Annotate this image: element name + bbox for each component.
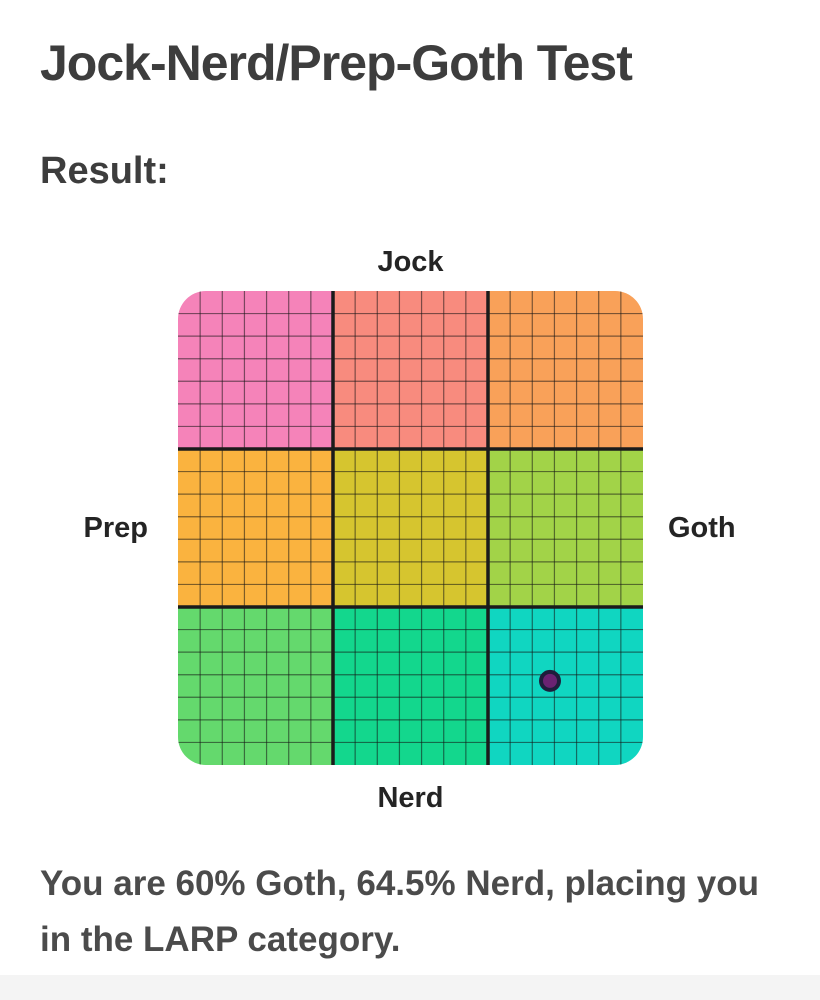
- quadrant-cell: [178, 607, 334, 765]
- axis-label-nerd: Nerd: [377, 782, 444, 814]
- quadrant-cell: [488, 449, 643, 608]
- quadrant-cell: [333, 607, 489, 765]
- quadrant-cell: [333, 449, 489, 608]
- quadrant-cell: [488, 291, 643, 450]
- result-heading: Result:: [40, 150, 169, 192]
- page-title: Jock-Nerd/Prep-Goth Test: [40, 35, 633, 91]
- quadrant-chart-svg: [178, 291, 643, 765]
- result-point: [539, 669, 561, 692]
- quadrant-cell: [333, 291, 489, 450]
- footer-strip: [0, 975, 820, 1000]
- quadrant-chart: [178, 291, 643, 765]
- quadrant-cell: [178, 449, 334, 608]
- axis-label-goth: Goth: [668, 512, 736, 544]
- axis-label-prep: Prep: [83, 512, 148, 544]
- quadrant-cell: [488, 607, 643, 765]
- axis-label-jock: Jock: [377, 246, 444, 278]
- result-text: You are 60% Goth, 64.5% Nerd, placing yo…: [40, 864, 759, 959]
- quadrant-cell: [178, 291, 334, 450]
